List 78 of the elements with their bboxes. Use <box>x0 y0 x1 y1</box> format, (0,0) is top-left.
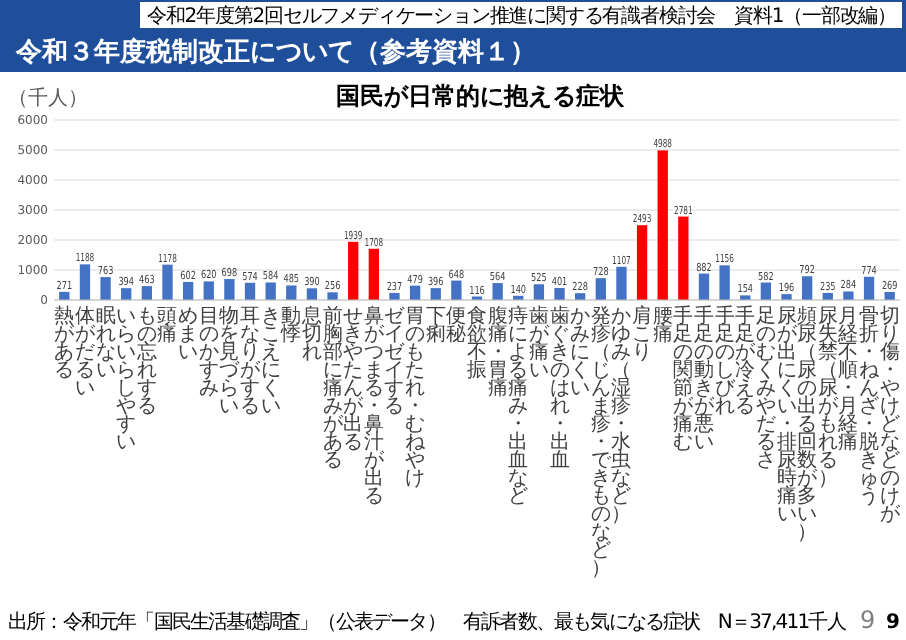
bar <box>389 292 400 300</box>
category-label: 歯ぐきのはれ・出血 <box>549 306 570 472</box>
category-label: 骨折・ねんざ・脱きゅう <box>859 306 880 508</box>
category-label: 頻尿（尿の出る回数が多い） <box>797 306 818 544</box>
bar <box>781 294 792 300</box>
category-label: 尿が出にくい・排尿時痛い <box>776 306 797 526</box>
x-tick-label: 手足の関節が痛む <box>673 304 696 454</box>
x-tick-label: 物を見づらい <box>219 306 242 418</box>
x-tick-label: ゼイゼイする <box>384 306 407 418</box>
x-tick-label: 頭痛 <box>157 306 178 346</box>
bar <box>203 281 214 300</box>
x-tick-label: 下痢 <box>425 306 446 346</box>
x-tick-label: せきやたんが出る <box>343 306 366 454</box>
category-label: 鼻がつまる・鼻汁が出る <box>363 306 384 508</box>
x-tick-label: 熱がある <box>54 304 77 382</box>
x-tick-label: 体がだるい <box>74 304 97 400</box>
x-tick-label: もの忘れする <box>136 306 157 418</box>
bar <box>616 266 627 300</box>
text: 9 <box>860 606 876 634</box>
text: 9 <box>886 612 900 634</box>
x-tick-label: 腹痛・胃痛 <box>487 304 508 400</box>
bar <box>244 282 256 300</box>
x-tick-label: 耳なりがする <box>240 306 263 418</box>
text: 令和３年度税制改正について（参考資料１） <box>14 36 536 68</box>
bar <box>306 288 318 300</box>
bar <box>719 265 730 300</box>
text: 令和2年度第2回セルフメディケーション推進に関する有識者検討会 資料1（一部改編） <box>147 4 896 28</box>
bar <box>863 276 875 300</box>
category-label: 痔による痛み・出血など <box>508 306 529 508</box>
bar <box>162 264 173 300</box>
bar <box>533 284 545 300</box>
x-tick-label: 動悸 <box>279 306 302 346</box>
bar <box>286 285 297 300</box>
category-label: 前胸部に痛みがある <box>322 306 343 472</box>
bar <box>843 291 854 300</box>
bar <box>698 273 710 300</box>
category-label: 尿失禁（尿がもれる） <box>817 306 838 490</box>
x-tick-label: 食欲不振 <box>467 304 487 382</box>
x-tick-label: めまい <box>178 306 199 364</box>
x-tick-label: 腰痛 <box>652 306 673 346</box>
bar <box>182 281 194 300</box>
bar <box>801 276 813 300</box>
x-tick-label: 息切れ <box>299 304 322 364</box>
bar <box>141 286 153 300</box>
category-label: 切り傷・やけどなどのけが <box>879 306 900 526</box>
bar <box>492 283 503 300</box>
y-axis-title: （千人） <box>8 86 88 110</box>
text: 出所：令和元年「国民生活基礎調査」（公表データ） 有訴者数、最も気になる症状 N＝37,411千人 <box>8 610 847 634</box>
bar <box>79 264 91 300</box>
bar <box>451 280 462 300</box>
bar <box>224 279 235 300</box>
bar <box>100 277 111 300</box>
bar <box>657 150 668 300</box>
category-label: 胃のもたれ・むねやけ <box>405 306 426 490</box>
category-label: 足のむくみやだるさ <box>755 306 776 472</box>
x-tick-label: 手足の動きが悪い <box>691 304 716 454</box>
chart-title: 国民が日常的に抱える症状 <box>336 82 626 110</box>
x-tick-label: きこえにくい <box>260 306 281 418</box>
x-tick-label: かみにくい <box>570 306 591 400</box>
bar <box>265 282 276 300</box>
bar <box>121 288 132 300</box>
x-tick-label: 歯が痛い <box>528 304 551 382</box>
bar <box>327 292 338 300</box>
x-tick-label: 目のかすみ <box>198 306 219 400</box>
x-tick-label: 月経不順・月経痛 <box>836 306 859 454</box>
bar <box>678 216 689 300</box>
bar <box>554 287 565 300</box>
x-tick-label: 手足のしびれ <box>714 304 737 418</box>
x-tick-label: 手足が冷える <box>735 304 758 418</box>
x-tick-label: 眠れない <box>95 306 116 382</box>
bar <box>636 225 648 300</box>
bar <box>368 248 379 300</box>
bar <box>595 278 606 300</box>
x-tick-label: いらいらしやすい <box>116 306 137 454</box>
category-label: 発疹（じんま疹・できものなど） <box>590 306 611 580</box>
x-tick-label: 便秘 <box>446 306 467 346</box>
bar <box>348 241 359 300</box>
x-tick-label: 肩こり <box>632 304 653 364</box>
